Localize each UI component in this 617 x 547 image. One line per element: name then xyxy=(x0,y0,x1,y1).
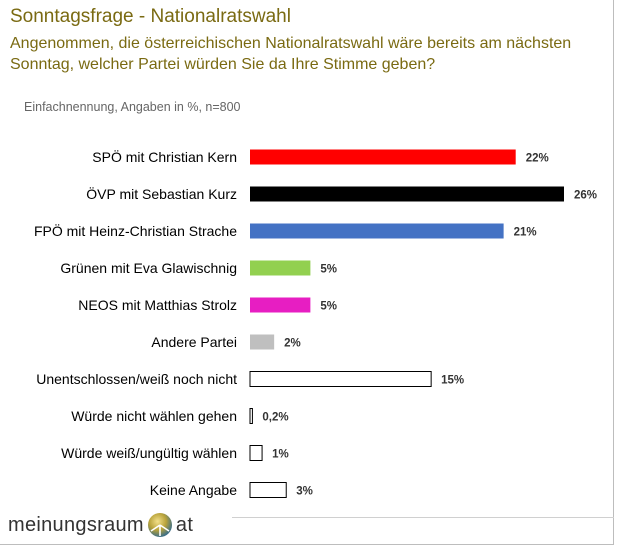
data-label: 0,2% xyxy=(262,412,288,424)
data-label: 1% xyxy=(272,449,289,461)
category-label: Würde weiß/ungültig wählen xyxy=(61,445,237,461)
chart-title: Sonntagsfrage - Nationalratswahl xyxy=(10,6,291,27)
data-label: 21% xyxy=(514,227,537,239)
data-label: 5% xyxy=(320,264,337,276)
bar xyxy=(249,371,432,387)
bar xyxy=(250,223,504,239)
category-label: NEOS mit Matthias Strolz xyxy=(78,297,237,313)
logo-text-right: at xyxy=(175,513,194,536)
bar-chart: SPÖ mit Christian Kern 22% ÖVP mit Sebasti… xyxy=(34,148,597,498)
sample-note: Einfachnennung, Angaben in %, n=800 xyxy=(24,100,241,114)
category-label: SPÖ mit Christian Kern xyxy=(92,148,237,165)
meinungsraum-logo: meinungsraum at xyxy=(8,510,193,540)
footer-divider xyxy=(232,517,614,518)
data-label: 3% xyxy=(296,486,313,498)
category-label: ÖVP mit Sebastian Kurz xyxy=(86,185,237,202)
bar xyxy=(249,445,263,461)
data-label: 2% xyxy=(284,338,301,350)
category-label: Andere Partei xyxy=(151,334,237,350)
bar xyxy=(249,482,287,498)
bar xyxy=(250,297,311,313)
category-label: Unentschlossen/weiß noch nicht xyxy=(36,371,237,387)
data-label: 22% xyxy=(526,153,549,165)
bar xyxy=(250,260,311,276)
bar xyxy=(250,334,275,350)
category-label: Keine Angabe xyxy=(150,482,237,498)
data-label: 5% xyxy=(320,301,337,313)
bar xyxy=(249,408,253,424)
category-label: Grünen mit Eva Glawischnig xyxy=(60,260,237,276)
category-label: FPÖ mit Heinz-Christian Strache xyxy=(34,222,237,239)
category-label: Würde nicht wählen gehen xyxy=(71,408,237,424)
logo-text-left: meinungsraum xyxy=(8,513,144,536)
globe-icon xyxy=(147,513,172,537)
data-label: 26% xyxy=(574,190,597,202)
bar xyxy=(250,149,516,165)
bar xyxy=(250,186,564,202)
data-label: 15% xyxy=(441,375,464,387)
chart-subtitle: Angenommen, die österreichischen Nationa… xyxy=(10,35,572,73)
